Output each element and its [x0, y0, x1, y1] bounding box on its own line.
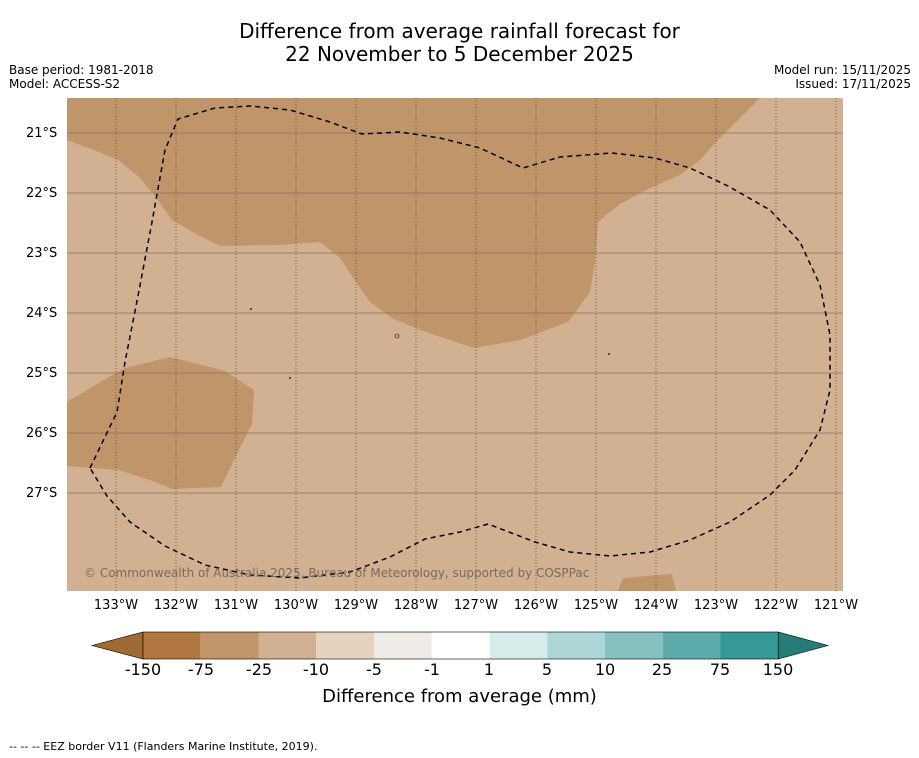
colorbar-arrow-low	[90, 631, 144, 660]
colorbar-tick-label: -10	[302, 660, 330, 679]
longitude-label: 129°W	[333, 598, 379, 613]
island-marker	[608, 353, 610, 355]
longitude-label: 126°W	[513, 598, 559, 613]
deficit-region-north	[67, 98, 760, 348]
issued-text: Issued: 17/11/2025	[795, 77, 911, 91]
colorbar-tick-label: -5	[366, 660, 382, 679]
latitude-label: 27°S	[26, 486, 58, 501]
eez-legend-note: -- -- -- EEZ border V11 (Flanders Marine…	[9, 740, 318, 753]
colorbar-tick-label: 150	[762, 660, 794, 679]
model-text: Model: ACCESS-S2	[9, 77, 121, 91]
deficit-region-southwest	[67, 357, 254, 489]
longitude-label: 123°W	[693, 598, 739, 613]
base-period-text: Base period: 1981-2018	[9, 63, 154, 77]
map-gridlines	[67, 98, 843, 591]
longitude-label: 125°W	[573, 598, 619, 613]
longitude-label: 133°W	[93, 598, 139, 613]
colorbar-tick-label: 75	[709, 660, 731, 679]
longitude-label: 121°W	[813, 598, 859, 613]
colorbar-tick-label: 25	[651, 660, 673, 679]
latitude-label: 21°S	[26, 126, 58, 141]
metadata-right: Model run: 15/11/2025 Issued: 17/11/2025	[774, 63, 911, 91]
copyright-text: © Commonwealth of Australia 2025, Bureau…	[84, 566, 590, 580]
colorbar-swatch	[374, 632, 432, 659]
colorbar-swatch	[258, 632, 317, 659]
colorbar-arrow-high	[777, 631, 830, 660]
longitude-label: 122°W	[753, 598, 799, 613]
island-marker	[250, 308, 252, 310]
longitude-label: 127°W	[453, 598, 499, 613]
colorbar-swatch	[605, 632, 663, 659]
eez-border	[89, 105, 831, 579]
longitude-label: 130°W	[273, 598, 319, 613]
model-run-text: Model run: 15/11/2025	[773, 63, 911, 77]
island-marker	[394, 333, 400, 339]
colorbar-tick-label: -75	[187, 660, 215, 679]
metadata-left: Base period: 1981-2018 Model: ACCESS-S2	[9, 63, 154, 91]
colorbar-tick-label: 1	[483, 660, 495, 679]
colorbar-tick-label: -150	[124, 660, 162, 679]
colorbar-swatch	[547, 632, 605, 659]
latitude-label: 23°S	[26, 246, 58, 261]
island-marker	[289, 377, 291, 379]
colorbar-tick-label: -1	[424, 660, 440, 679]
latitude-label: 25°S	[26, 366, 58, 381]
latitude-label: 22°S	[26, 186, 58, 201]
colorbar	[90, 631, 830, 660]
latitude-label: 26°S	[26, 426, 58, 441]
longitude-label: 124°W	[633, 598, 679, 613]
colorbar-title: Difference from average (mm)	[322, 686, 597, 707]
colorbar-swatch	[489, 632, 548, 659]
deficit-region-south-patch	[618, 574, 676, 591]
colorbar-tick-label: -25	[245, 660, 273, 679]
colorbar-outline	[142, 631, 779, 660]
colorbar-swatch	[662, 632, 721, 659]
chart-title-line-2: 22 November to 5 December 2025	[285, 42, 634, 66]
colorbar-swatch	[143, 632, 201, 659]
longitude-label: 132°W	[153, 598, 199, 613]
colorbar-swatch	[720, 632, 779, 659]
colorbar-swatch	[316, 632, 374, 659]
colorbar-tick-label: 10	[594, 660, 616, 679]
colorbar-swatch	[431, 632, 490, 659]
longitude-label: 128°W	[393, 598, 439, 613]
chart-title-line-1: Difference from average rainfall forecas…	[239, 19, 680, 43]
longitude-label: 131°W	[213, 598, 259, 613]
colorbar-tick-label: 5	[541, 660, 553, 679]
colorbar-swatch	[200, 632, 259, 659]
latitude-label: 24°S	[26, 306, 58, 321]
